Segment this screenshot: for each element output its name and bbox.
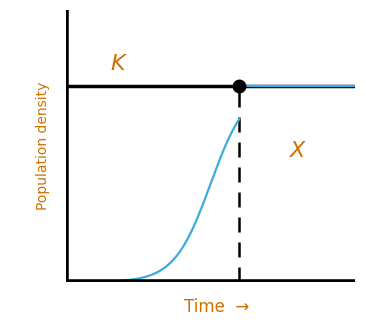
Text: K: K <box>111 54 125 74</box>
Text: Time  →: Time → <box>184 297 249 316</box>
Text: X: X <box>290 141 305 161</box>
Text: Population density: Population density <box>36 82 50 210</box>
